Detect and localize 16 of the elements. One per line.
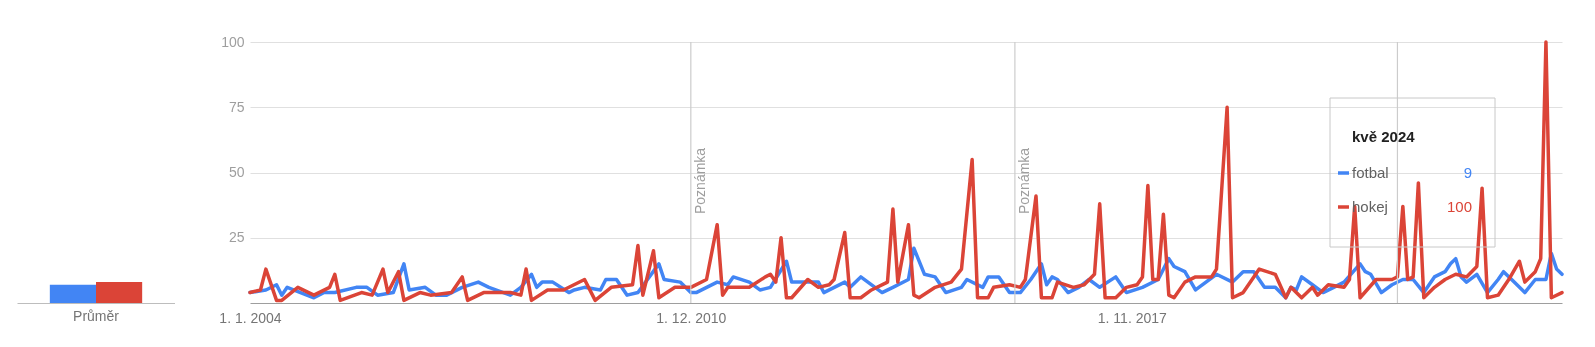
legend-title: kvě 2024 [1352,128,1416,145]
x-tick-label: 1. 1. 2004 [219,309,282,326]
annotation: 9 [1463,164,1472,181]
ref-line-label: Poznámka [1015,147,1032,214]
x-tick-label: 1. 11. 2017 [1097,309,1168,326]
legend-label: hokej [1352,198,1388,215]
x-tick-label: 1. 12. 2010 [656,309,727,326]
y-tick-label: 25 [228,229,245,246]
y-tick-label: 75 [228,98,245,115]
legend-label: fotbal [1352,164,1389,181]
ref-line-label: Poznámka [691,147,708,214]
y-tick-label: 100 [221,33,245,50]
x-tick-label: Průměr [73,307,120,324]
y-tick-label: 50 [228,164,245,180]
line-series [248,40,1564,303]
annotation: 100 [1446,198,1472,215]
